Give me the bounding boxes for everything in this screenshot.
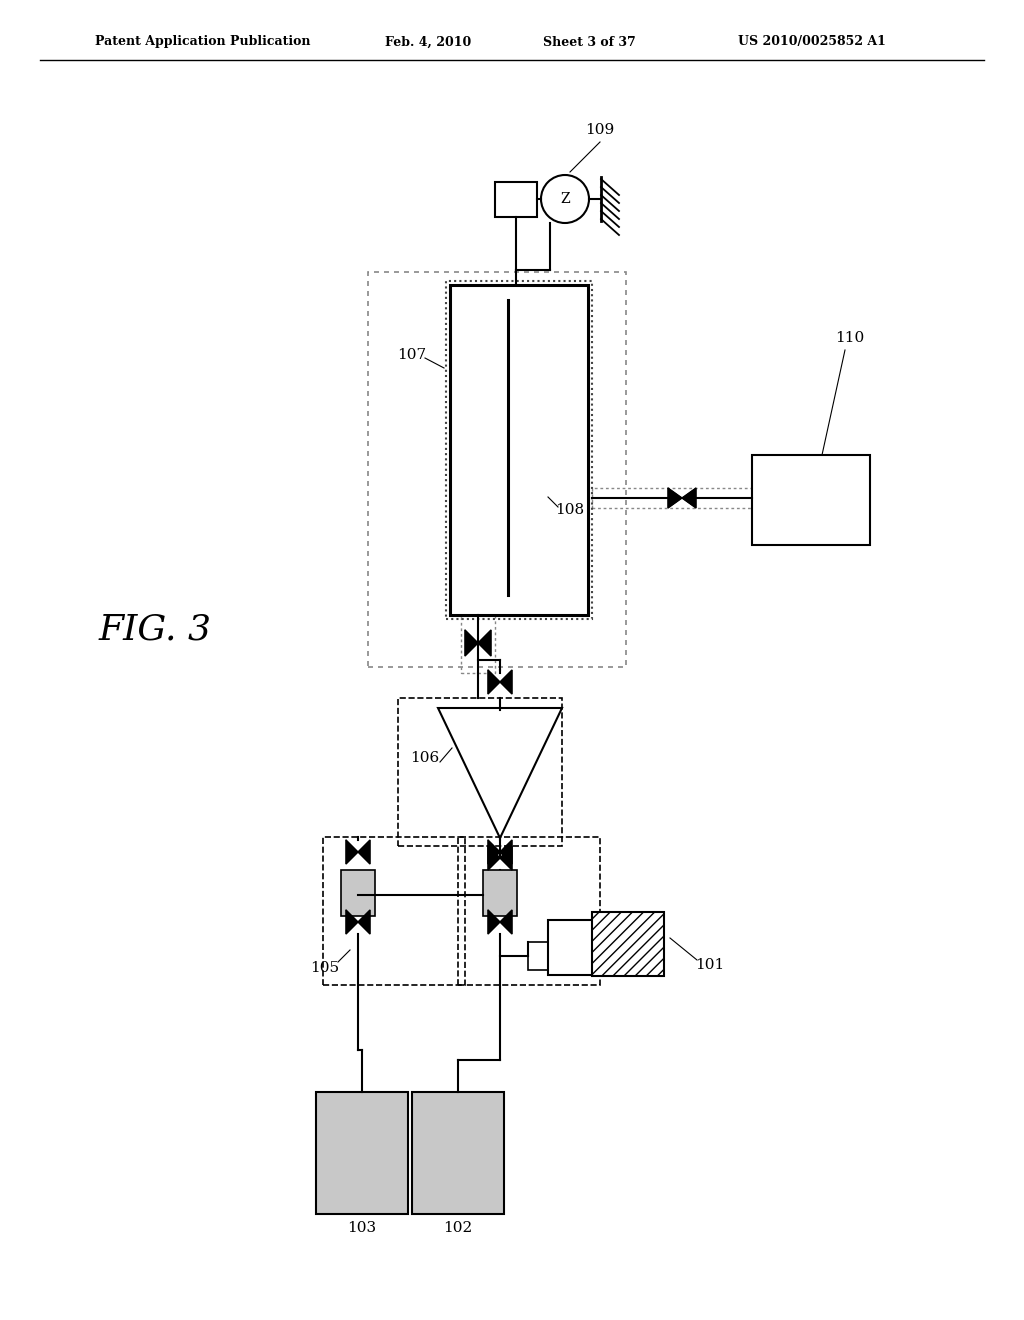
Polygon shape [346,840,370,865]
Bar [495,182,537,216]
Polygon shape [488,840,512,865]
Bar [412,1092,504,1214]
Text: 103: 103 [347,1221,377,1236]
Text: 105: 105 [310,961,340,975]
Text: Z: Z [560,191,569,206]
Polygon shape [488,909,512,935]
Polygon shape [465,630,490,656]
Polygon shape [346,909,370,935]
Bar [528,942,556,970]
Polygon shape [488,846,512,870]
Text: 102: 102 [443,1221,473,1236]
Polygon shape [668,488,696,508]
Text: FIG. 3: FIG. 3 [98,612,212,647]
Text: 108: 108 [555,503,585,517]
Text: 107: 107 [397,348,427,362]
Bar [450,285,588,615]
Text: 106: 106 [411,751,439,766]
Circle shape [541,176,589,223]
Text: Feb. 4, 2010: Feb. 4, 2010 [385,36,471,49]
Bar [323,837,465,985]
Text: 101: 101 [695,958,725,972]
Text: US 2010/0025852 A1: US 2010/0025852 A1 [738,36,886,49]
Text: 110: 110 [836,331,864,345]
Bar [548,920,608,975]
Bar [341,870,375,916]
Text: Sheet 3 of 37: Sheet 3 of 37 [543,36,636,49]
Bar [458,837,600,985]
Bar [752,455,870,545]
Bar [368,272,626,667]
Bar [592,488,754,508]
Polygon shape [488,671,512,694]
Bar [316,1092,408,1214]
Bar [592,912,664,975]
Text: 104: 104 [552,961,582,975]
Bar [446,281,592,619]
Bar [398,698,562,846]
Text: 109: 109 [586,123,614,137]
Bar [461,615,495,673]
Text: Patent Application Publication: Patent Application Publication [95,36,310,49]
Bar [483,870,517,916]
